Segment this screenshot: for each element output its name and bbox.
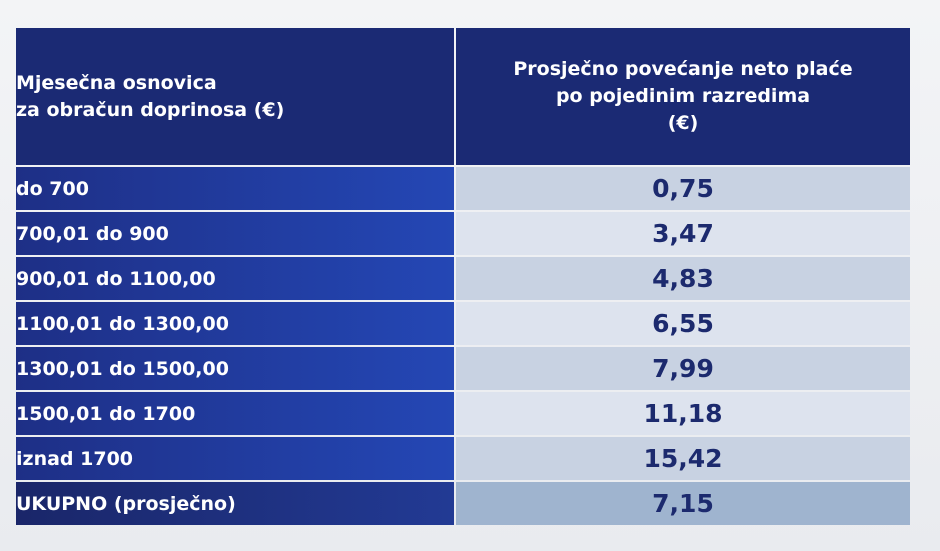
value-cell: 11,18 [456, 392, 910, 435]
band-cell: do 700 [16, 167, 454, 210]
value-cell: 6,55 [456, 302, 910, 345]
value-cell: 3,47 [456, 212, 910, 255]
value-cell: 7,99 [456, 347, 910, 390]
total-band-cell: UKUPNO (prosječno) [16, 482, 454, 525]
table-row: 1500,01 do 1700 11,18 [16, 392, 910, 435]
band-cell: 1500,01 do 1700 [16, 392, 454, 435]
header-left-line2: za obračun doprinosa (€) [16, 98, 285, 121]
header-right-line2: po pojedinim razredima [555, 85, 811, 107]
table-row: 900,01 do 1100,00 4,83 [16, 257, 910, 300]
header-right-line1: Prosječno povećanje neto plaće [513, 58, 853, 80]
band-cell: iznad 1700 [16, 437, 454, 480]
table-row: do 700 0,75 [16, 167, 910, 210]
header-increase-column: Prosječno povećanje neto plaće po pojedi… [456, 28, 910, 165]
table-row: 1100,01 do 1300,00 6,55 [16, 302, 910, 345]
table-row: 1300,01 do 1500,00 7,99 [16, 347, 910, 390]
band-cell: 900,01 do 1100,00 [16, 257, 454, 300]
value-cell: 0,75 [456, 167, 910, 210]
header-row: Mjesečna osnovica za obračun doprinosa (… [16, 28, 910, 165]
value-cell: 4,83 [456, 257, 910, 300]
header-base-column: Mjesečna osnovica za obračun doprinosa (… [16, 28, 454, 165]
value-cell: 15,42 [456, 437, 910, 480]
band-cell: 700,01 do 900 [16, 212, 454, 255]
band-cell: 1100,01 do 1300,00 [16, 302, 454, 345]
total-row: UKUPNO (prosječno) 7,15 [16, 482, 910, 525]
table-row: iznad 1700 15,42 [16, 437, 910, 480]
header-left-line1: Mjesečna osnovica [16, 71, 217, 94]
table-row: 700,01 do 900 3,47 [16, 212, 910, 255]
header-right-line3: (€) [667, 112, 699, 134]
band-cell: 1300,01 do 1500,00 [16, 347, 454, 390]
contribution-table: Mjesečna osnovica za obračun doprinosa (… [14, 26, 912, 527]
total-value-cell: 7,15 [456, 482, 910, 525]
